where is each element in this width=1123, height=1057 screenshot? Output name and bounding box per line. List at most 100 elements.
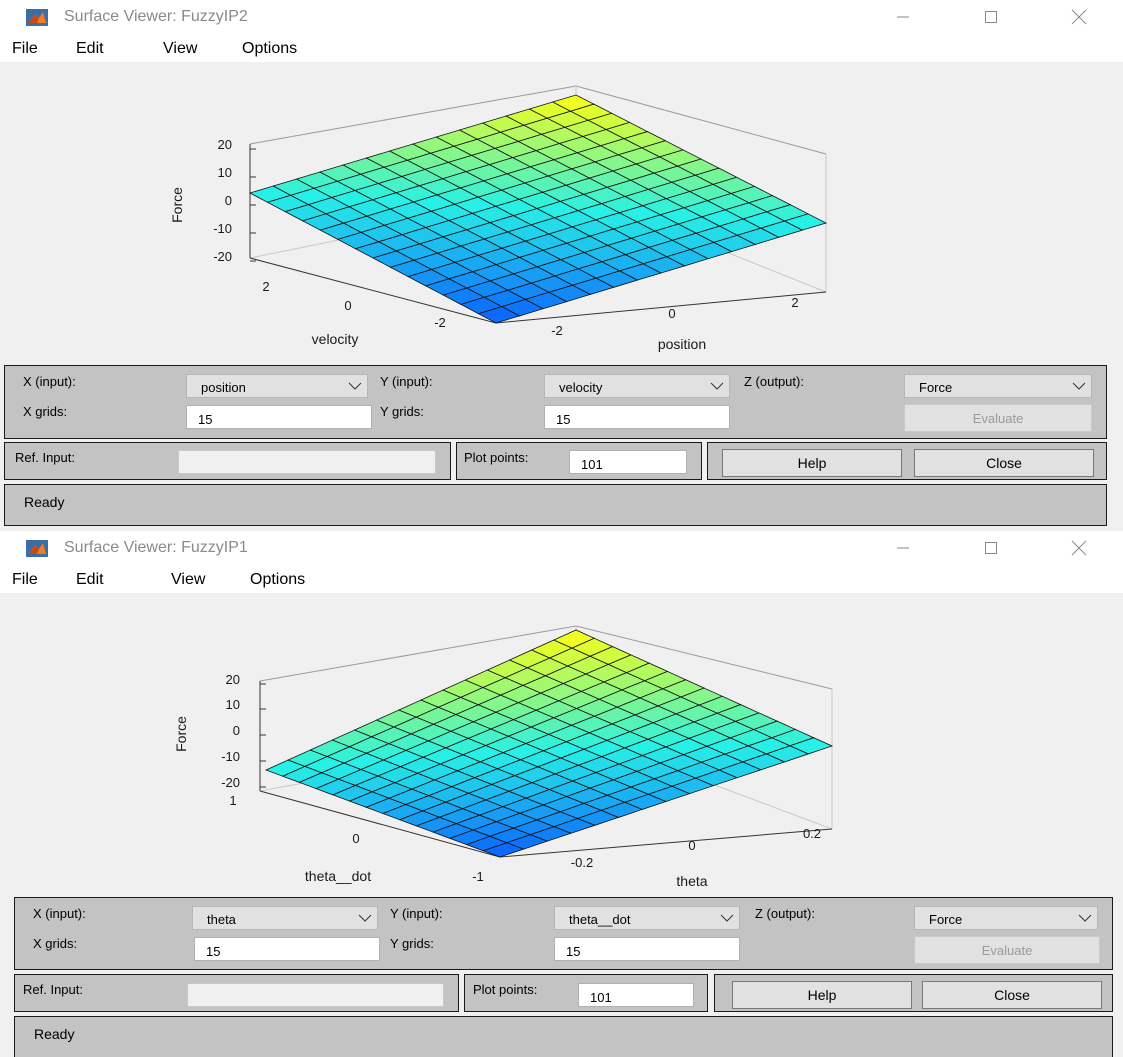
maximize-button[interactable]	[968, 531, 1014, 565]
menu-bar: File Edit View Options	[0, 34, 1123, 62]
menu-options[interactable]: Options	[242, 40, 298, 57]
x-grids-value: 15	[198, 412, 213, 427]
y-grids-value: 15	[556, 412, 571, 427]
z-output-value: Force	[919, 380, 953, 395]
status-text: Ready	[34, 1026, 75, 1042]
y-grids-value: 15	[566, 944, 581, 959]
help-button[interactable]: Help	[722, 449, 902, 477]
matlab-logo-icon	[26, 9, 48, 26]
y-tick-label: 1	[229, 793, 236, 808]
z-axis-label: Force	[169, 187, 185, 223]
plot-points-input[interactable]: 101	[569, 450, 687, 474]
x-grids-label: X grids:	[33, 936, 78, 951]
minimize-button[interactable]	[880, 0, 926, 34]
y-tick-label: 0	[344, 298, 351, 313]
plot-points-label: Plot points:	[473, 982, 538, 997]
surface-viewer-window-2: Surface Viewer: FuzzyIP1 File Edit View …	[0, 531, 1123, 1057]
z-tick-label: 10	[226, 697, 240, 712]
window-title: Surface Viewer: FuzzyIP1	[64, 539, 248, 556]
chevron-down-icon	[1067, 375, 1091, 397]
z-tick-label: 0	[233, 723, 240, 738]
z-tick-labels: 20 10 0 -10 -20	[213, 137, 232, 264]
menu-edit[interactable]: Edit	[76, 571, 104, 588]
z-output-value: Force	[929, 912, 963, 927]
z-tick-label: -10	[221, 749, 240, 764]
chevron-down-icon	[343, 375, 367, 397]
close-window-button[interactable]	[1056, 531, 1102, 565]
chevron-down-icon	[705, 375, 729, 397]
z-tick-label: 10	[218, 165, 232, 180]
help-button[interactable]: Help	[732, 981, 912, 1009]
close-button[interactable]: Close	[914, 449, 1094, 477]
control-panel: X (input): theta Y (input): theta__dot Z…	[0, 895, 1123, 1057]
surface-plot[interactable]: 20 10 0 -10 -20 Force 1 0 -1 -0.2 0 0.2 …	[0, 593, 1123, 893]
y-input-label: Y (input):	[390, 906, 443, 921]
x-grids-label: X grids:	[23, 404, 68, 419]
x-tick-label: 2	[791, 295, 798, 310]
surface-mesh	[248, 94, 828, 324]
menu-view[interactable]: View	[163, 40, 198, 57]
z-tick-labels: 20 10 0 -10 -20	[221, 672, 240, 790]
minimize-icon	[897, 16, 909, 18]
minimize-button[interactable]	[880, 531, 926, 565]
y-tick-labels: 2 0 -2	[262, 279, 445, 330]
z-output-select[interactable]: Force	[904, 374, 1092, 398]
y-input-select[interactable]: velocity	[544, 374, 730, 398]
x-grids-input[interactable]: 15	[194, 937, 380, 961]
title-bar[interactable]: Surface Viewer: FuzzyIP2	[0, 0, 1123, 34]
x-tick-labels: -2 0 2	[551, 295, 798, 338]
surface-plot[interactable]: 20 10 0 -10 -20 Force 2 0 -2 -2 0 2 velo…	[0, 62, 1123, 362]
x-tick-label: -0.2	[571, 855, 593, 870]
y-axis-label: velocity	[312, 331, 359, 347]
title-bar[interactable]: Surface Viewer: FuzzyIP1	[0, 531, 1123, 565]
y-grids-label: Y grids:	[390, 936, 434, 951]
x-grids-value: 15	[206, 944, 221, 959]
ref-input-field[interactable]	[178, 450, 436, 474]
z-tick-label: -20	[221, 775, 240, 790]
y-input-label: Y (input):	[380, 374, 433, 389]
y-grids-label: Y grids:	[380, 404, 424, 419]
maximize-icon	[985, 11, 997, 23]
close-button[interactable]: Close	[922, 981, 1102, 1009]
y-tick-label: 0	[352, 831, 359, 846]
status-panel	[14, 1016, 1113, 1057]
z-axis-label: Force	[173, 716, 189, 752]
axis-line	[249, 257, 497, 324]
close-window-button[interactable]	[1056, 0, 1102, 34]
menu-edit[interactable]: Edit	[76, 40, 104, 57]
evaluate-button[interactable]: Evaluate	[904, 404, 1092, 432]
y-input-value: theta__dot	[569, 912, 631, 927]
y-grids-input[interactable]: 15	[554, 937, 740, 961]
y-tick-label: 2	[262, 279, 269, 294]
z-output-select[interactable]: Force	[914, 906, 1098, 930]
z-tick-label: 20	[226, 672, 240, 687]
plot-points-value: 101	[590, 990, 612, 1005]
ref-input-field[interactable]	[187, 983, 444, 1007]
status-panel	[4, 484, 1107, 526]
evaluate-button[interactable]: Evaluate	[914, 936, 1100, 964]
x-grids-input[interactable]: 15	[186, 405, 372, 429]
x-input-select[interactable]: theta	[192, 906, 378, 930]
ref-input-label: Ref. Input:	[15, 450, 75, 465]
menu-file[interactable]: File	[12, 571, 38, 588]
maximize-button[interactable]	[968, 0, 1014, 34]
menu-file[interactable]: File	[12, 40, 38, 57]
surface-cell	[789, 737, 834, 755]
menu-options[interactable]: Options	[250, 571, 306, 588]
x-input-select[interactable]: position	[186, 374, 368, 398]
z-tick-label: 0	[225, 193, 232, 208]
y-input-select[interactable]: theta__dot	[554, 906, 740, 930]
z-tick-label: 20	[218, 137, 232, 152]
x-tick-label: -2	[551, 323, 563, 338]
close-icon	[1071, 540, 1087, 556]
chevron-down-icon	[715, 907, 739, 929]
surface-viewer-window-1: Surface Viewer: FuzzyIP2 File Edit View …	[0, 0, 1123, 526]
surface-plot-area[interactable]: 20 10 0 -10 -20 Force 2 0 -2 -2 0 2 velo…	[0, 62, 1123, 362]
surface-plot-area[interactable]: 20 10 0 -10 -20 Force 1 0 -1 -0.2 0 0.2 …	[0, 593, 1123, 893]
status-text: Ready	[24, 494, 65, 510]
menu-view[interactable]: View	[171, 571, 206, 588]
plot-points-input[interactable]: 101	[578, 983, 694, 1007]
y-grids-input[interactable]: 15	[544, 405, 730, 429]
plot-points-value: 101	[581, 457, 603, 472]
menu-bar: File Edit View Options	[0, 565, 1123, 593]
